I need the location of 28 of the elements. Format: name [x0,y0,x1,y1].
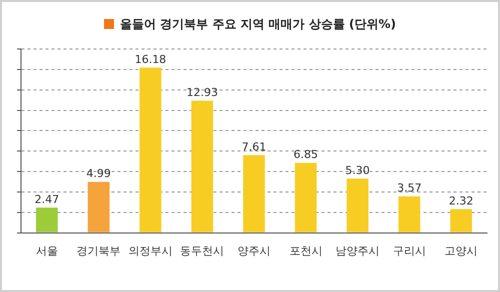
bar [398,196,420,232]
x-tick-label: 서울 [36,244,58,258]
data-label: 16.18 [134,52,166,66]
bar [140,68,162,232]
data-label: 3.57 [397,182,422,195]
bar [191,100,214,232]
bar [294,162,317,232]
x-tick-label: 동두천시 [180,244,224,258]
bar [243,155,265,232]
x-tick-label: 의정부시 [128,244,172,258]
data-label: 2.47 [34,192,60,206]
x-tick-label: 경기북부 [76,244,121,258]
data-label: 6.85 [294,148,318,162]
bar [36,208,58,232]
data-label: 5.30 [345,164,370,178]
bar [450,209,472,232]
data-label: 7.61 [242,140,266,154]
data-label: 4.99 [86,167,111,180]
bar [88,182,110,232]
x-tick-label: 양주시 [238,244,270,258]
data-label: 12.93 [186,86,218,100]
chart-title: 올들어 경기북부 주요 지역 매매가 상승률 (단위%) [120,17,396,31]
x-tick-label: 남양주시 [336,244,380,258]
data-label: 2.32 [448,194,474,208]
x-tick-label: 구리시 [392,244,426,258]
x-tick-label: 고양시 [444,244,478,258]
bar [346,178,368,232]
x-tick-label: 포천시 [289,244,322,258]
